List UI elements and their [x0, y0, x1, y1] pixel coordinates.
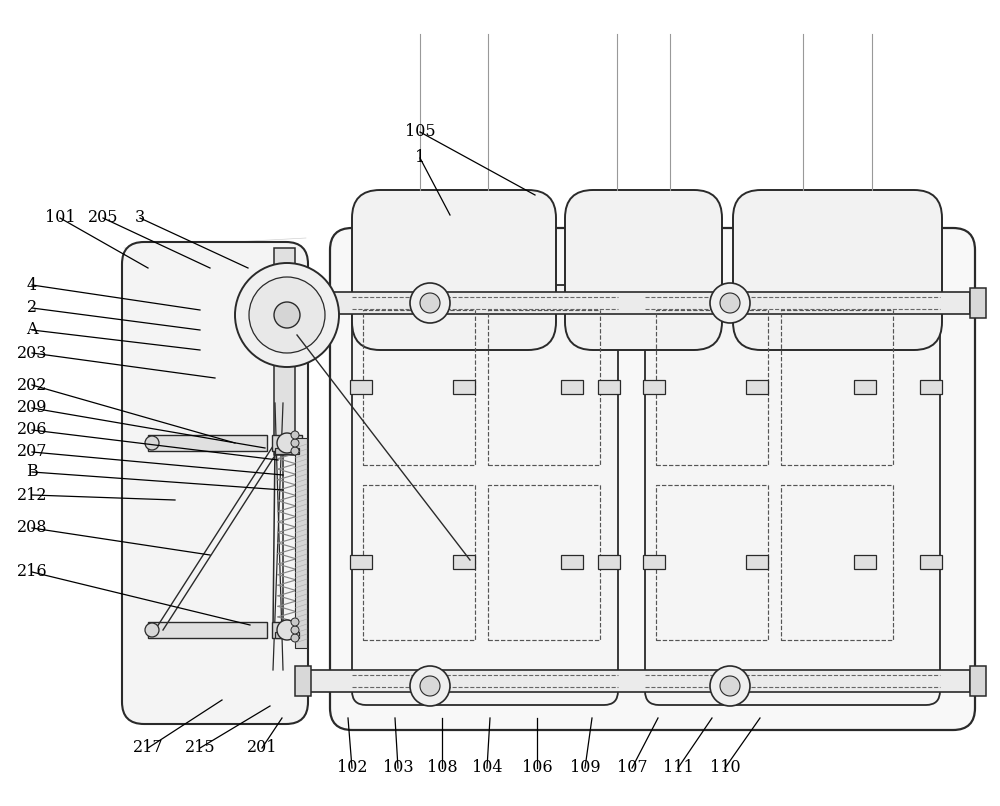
Bar: [488, 485, 600, 640]
Bar: [274, 248, 295, 455]
Text: 207: 207: [17, 443, 47, 460]
Text: 107: 107: [617, 759, 647, 776]
Text: 109: 109: [570, 759, 600, 776]
Circle shape: [291, 618, 299, 626]
Circle shape: [420, 676, 440, 696]
Circle shape: [291, 439, 299, 447]
Bar: [561, 555, 583, 569]
Bar: [920, 380, 942, 394]
Text: 201: 201: [247, 739, 277, 757]
Bar: [781, 485, 893, 640]
Text: 102: 102: [337, 759, 367, 776]
FancyBboxPatch shape: [733, 190, 942, 350]
Bar: [350, 380, 372, 394]
Text: 203: 203: [17, 344, 47, 362]
Text: 110: 110: [710, 759, 740, 776]
Text: 216: 216: [17, 563, 47, 580]
Bar: [746, 380, 768, 394]
Bar: [488, 310, 600, 465]
Text: 212: 212: [17, 487, 47, 504]
FancyBboxPatch shape: [352, 190, 556, 350]
Bar: [310, 292, 970, 314]
Text: 1: 1: [415, 149, 425, 167]
Text: 105: 105: [405, 123, 435, 140]
Text: 103: 103: [383, 759, 413, 776]
FancyBboxPatch shape: [565, 190, 722, 350]
Circle shape: [710, 283, 750, 323]
Circle shape: [291, 431, 299, 439]
Text: 206: 206: [17, 422, 47, 438]
Text: B: B: [26, 463, 38, 480]
Circle shape: [145, 436, 159, 450]
Bar: [363, 485, 475, 640]
Circle shape: [145, 623, 159, 637]
FancyBboxPatch shape: [645, 285, 940, 705]
Bar: [148, 435, 267, 451]
Text: 111: 111: [663, 759, 693, 776]
Text: 2: 2: [27, 300, 37, 317]
Circle shape: [274, 302, 300, 328]
Bar: [295, 288, 311, 318]
Bar: [598, 380, 620, 394]
Text: A: A: [26, 322, 38, 339]
Circle shape: [277, 620, 297, 640]
Circle shape: [249, 277, 325, 353]
Bar: [561, 380, 583, 394]
Bar: [970, 666, 986, 696]
Bar: [148, 622, 267, 638]
Bar: [920, 555, 942, 569]
Bar: [598, 555, 620, 569]
Text: 108: 108: [427, 759, 457, 776]
Bar: [295, 666, 311, 696]
Text: 104: 104: [472, 759, 502, 776]
Circle shape: [710, 666, 750, 706]
Bar: [453, 380, 475, 394]
Text: 215: 215: [185, 739, 215, 757]
Circle shape: [291, 634, 299, 642]
Bar: [656, 485, 768, 640]
Circle shape: [291, 626, 299, 634]
Bar: [272, 435, 302, 451]
Bar: [656, 310, 768, 465]
FancyBboxPatch shape: [122, 242, 308, 724]
Bar: [275, 632, 299, 638]
Circle shape: [410, 666, 450, 706]
Bar: [275, 448, 299, 454]
Text: 3: 3: [135, 210, 145, 226]
Circle shape: [410, 283, 450, 323]
Bar: [854, 555, 876, 569]
Circle shape: [720, 293, 740, 313]
Circle shape: [291, 447, 299, 455]
Bar: [643, 555, 665, 569]
FancyBboxPatch shape: [330, 228, 975, 730]
Circle shape: [277, 433, 297, 453]
Text: 101: 101: [45, 210, 75, 226]
Bar: [746, 555, 768, 569]
Bar: [350, 555, 372, 569]
Bar: [310, 670, 970, 692]
Bar: [643, 380, 665, 394]
FancyBboxPatch shape: [352, 285, 618, 705]
Text: 208: 208: [17, 520, 47, 537]
Circle shape: [420, 293, 440, 313]
Bar: [363, 310, 475, 465]
Text: 209: 209: [17, 400, 47, 417]
Text: 106: 106: [522, 759, 552, 776]
Bar: [453, 555, 475, 569]
Bar: [781, 310, 893, 465]
Text: 217: 217: [133, 739, 163, 757]
Bar: [295, 438, 307, 648]
Text: 4: 4: [27, 276, 37, 293]
Text: 202: 202: [17, 376, 47, 393]
Text: 205: 205: [88, 210, 118, 226]
Bar: [854, 380, 876, 394]
Bar: [970, 288, 986, 318]
Circle shape: [235, 263, 339, 367]
Circle shape: [720, 676, 740, 696]
Bar: [272, 622, 302, 638]
